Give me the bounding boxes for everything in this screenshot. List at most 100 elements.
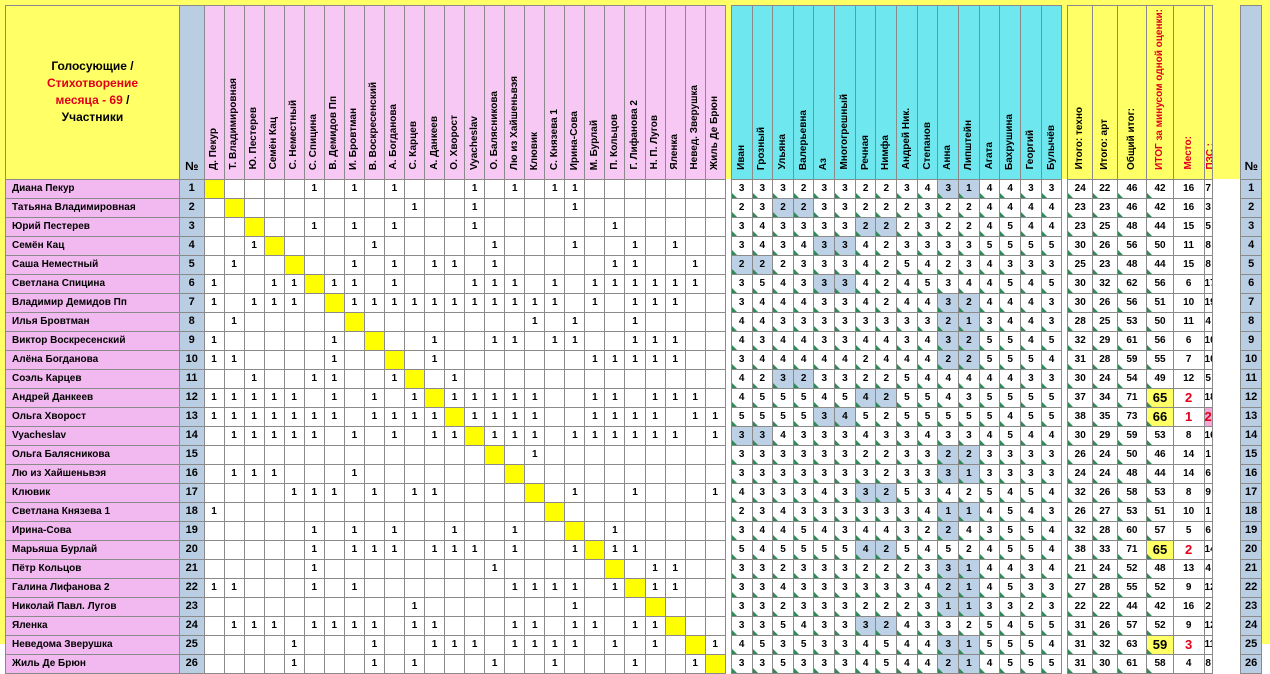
total-minus-one-cell[interactable]: 42 — [1146, 596, 1174, 617]
vote-cell[interactable] — [383, 577, 405, 598]
vote-cell[interactable] — [323, 501, 345, 522]
vote-cell[interactable] — [584, 501, 606, 522]
vote-cell[interactable] — [203, 558, 225, 579]
vote-cell[interactable]: 1 — [604, 539, 626, 560]
grand-total-cell[interactable]: 59 — [1116, 349, 1148, 370]
jury-score-cell[interactable]: 4 — [1020, 311, 1042, 332]
jury-score-cell[interactable]: 4 — [978, 501, 1001, 522]
participant-name[interactable]: Соэль Карцев — [5, 368, 180, 389]
vote-cell[interactable]: 1 — [223, 577, 245, 598]
total-tech-cell[interactable]: 30 — [1067, 292, 1094, 313]
jury-score-cell[interactable]: 3 — [958, 425, 980, 446]
vote-cell[interactable]: 1 — [464, 292, 486, 313]
vote-cell[interactable] — [343, 444, 365, 465]
vote-cell[interactable] — [584, 482, 606, 503]
jury-score-cell[interactable]: 3 — [1020, 577, 1042, 598]
pzs-cell[interactable]: 10 — [1203, 349, 1213, 370]
jury-score-cell[interactable]: 4 — [916, 501, 939, 522]
vote-cell[interactable] — [564, 273, 586, 294]
jury-score-cell[interactable]: 4 — [916, 653, 939, 674]
grand-total-cell[interactable]: 56 — [1116, 235, 1148, 256]
vote-cell[interactable] — [684, 444, 706, 465]
total-tech-cell[interactable]: 25 — [1067, 254, 1094, 275]
vote-cell[interactable] — [484, 178, 506, 199]
vote-cell[interactable] — [323, 520, 345, 541]
jury-score-cell[interactable]: 4 — [772, 577, 794, 598]
vote-cell[interactable] — [544, 463, 566, 484]
vote-cell[interactable]: 1 — [464, 178, 486, 199]
vote-cell[interactable]: 1 — [664, 558, 686, 579]
self-vote-cell[interactable] — [403, 368, 426, 389]
vote-cell[interactable] — [464, 501, 486, 522]
vote-cell[interactable]: 1 — [424, 292, 446, 313]
jury-score-cell[interactable]: 3 — [730, 615, 753, 636]
jury-score-cell[interactable]: 1 — [958, 558, 980, 579]
jury-score-cell[interactable]: 4 — [999, 197, 1022, 218]
jury-score-cell[interactable]: 3 — [896, 463, 918, 484]
vote-cell[interactable]: 1 — [604, 425, 626, 446]
jury-score-cell[interactable]: 3 — [854, 463, 877, 484]
vote-cell[interactable] — [283, 577, 305, 598]
vote-cell[interactable] — [403, 178, 426, 199]
vote-cell[interactable] — [644, 216, 666, 237]
jury-score-cell[interactable]: 4 — [978, 178, 1001, 199]
row-number-right[interactable]: 2 — [1240, 197, 1262, 218]
pzs-cell[interactable]: 9 — [1203, 482, 1213, 503]
jury-score-cell[interactable]: 2 — [854, 197, 877, 218]
vote-cell[interactable]: 1 — [283, 653, 305, 674]
jury-header-3[interactable]: Ульяна — [772, 5, 794, 180]
vote-cell[interactable]: 1 — [624, 425, 646, 446]
vote-cell[interactable] — [684, 463, 706, 484]
row-number[interactable]: 7 — [178, 292, 205, 313]
vote-cell[interactable] — [243, 596, 265, 617]
voter-header-23[interactable]: Н. П. Лугов — [644, 5, 666, 180]
pzs-cell[interactable]: 3 — [1203, 197, 1213, 218]
vote-cell[interactable] — [664, 463, 686, 484]
jury-score-cell[interactable]: 2 — [958, 216, 980, 237]
jury-score-cell[interactable]: 4 — [875, 330, 898, 351]
vote-cell[interactable] — [464, 520, 486, 541]
vote-cell[interactable]: 1 — [504, 539, 526, 560]
vote-cell[interactable] — [343, 596, 365, 617]
jury-score-cell[interactable]: 4 — [751, 311, 774, 332]
vote-cell[interactable]: 1 — [604, 634, 626, 655]
vote-cell[interactable] — [424, 368, 446, 389]
jury-score-cell[interactable]: 4 — [916, 292, 939, 313]
participant-name[interactable]: Лю из Хайшеньвэя — [5, 463, 180, 484]
vote-cell[interactable] — [223, 235, 245, 256]
jury-score-cell[interactable]: 4 — [1020, 197, 1042, 218]
jury-header-8[interactable]: Нимфа — [875, 5, 898, 180]
jury-score-cell[interactable]: 3 — [916, 216, 939, 237]
participant-name[interactable]: Ирина-Сова — [5, 520, 180, 541]
vote-cell[interactable]: 1 — [564, 634, 586, 655]
vote-cell[interactable] — [524, 273, 546, 294]
vote-cell[interactable] — [323, 577, 345, 598]
voter-header-24[interactable]: Яленка — [664, 5, 686, 180]
jury-score-cell[interactable]: 2 — [958, 539, 980, 560]
total-art-cell[interactable]: 33 — [1092, 539, 1118, 560]
jury-score-cell[interactable]: 3 — [937, 273, 960, 294]
vote-cell[interactable] — [283, 349, 305, 370]
vote-cell[interactable] — [424, 178, 446, 199]
jury-score-cell[interactable]: 3 — [730, 216, 753, 237]
total-minus-one-cell[interactable]: 46 — [1146, 444, 1174, 465]
jury-score-cell[interactable]: 2 — [896, 197, 918, 218]
vote-cell[interactable]: 1 — [303, 615, 325, 636]
vote-cell[interactable] — [524, 235, 546, 256]
vote-cell[interactable] — [464, 463, 486, 484]
vote-cell[interactable] — [704, 273, 726, 294]
vote-cell[interactable] — [704, 368, 726, 389]
total-art-cell[interactable]: 26 — [1092, 482, 1118, 503]
jury-score-cell[interactable]: 2 — [772, 558, 794, 579]
vote-cell[interactable] — [323, 178, 345, 199]
vote-cell[interactable] — [243, 501, 265, 522]
total-minus-one-cell[interactable]: 51 — [1146, 501, 1174, 522]
vote-cell[interactable] — [684, 615, 706, 636]
vote-cell[interactable]: 1 — [343, 273, 365, 294]
vote-cell[interactable] — [544, 254, 566, 275]
vote-cell[interactable] — [684, 216, 706, 237]
voter-header-7[interactable]: В. Демидов Пп — [323, 5, 345, 180]
jury-score-cell[interactable]: 4 — [916, 349, 939, 370]
vote-cell[interactable] — [243, 330, 265, 351]
jury-score-cell[interactable]: 3 — [834, 501, 856, 522]
